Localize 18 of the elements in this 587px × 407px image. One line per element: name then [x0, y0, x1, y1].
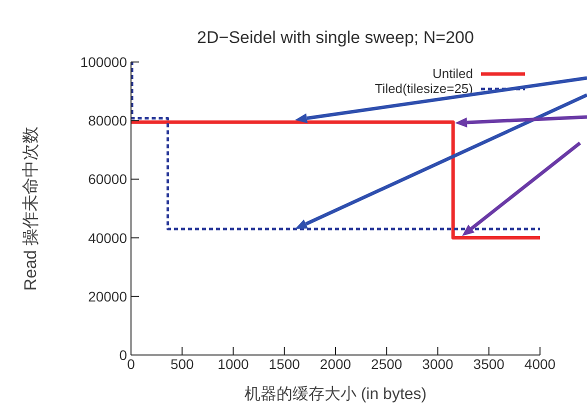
x-tick-label: 500 — [170, 356, 194, 372]
y-tick-label: 80000 — [88, 112, 128, 129]
x-tick-label: 2000 — [320, 356, 352, 372]
x-tick-label: 3500 — [473, 356, 505, 372]
x-tick-label: 4000 — [524, 356, 556, 372]
legend-label: Untiled — [432, 66, 473, 81]
y-tick-label: 40000 — [88, 230, 128, 246]
y-tick-label: 100000 — [80, 54, 128, 70]
x-tick-label: 1500 — [268, 356, 300, 372]
y-axis-title: Read 操作未命中次数 — [21, 126, 40, 291]
legend-label: Tiled(tilesize=25) — [374, 81, 473, 96]
chart-title: 2D−Seidel with single sweep; N=200 — [196, 28, 475, 48]
y-tick-label: 20000 — [88, 288, 128, 304]
x-tick-label: 3000 — [422, 356, 454, 372]
x-tick-label: 1000 — [218, 356, 250, 372]
y-tick-label: 60000 — [88, 171, 128, 188]
x-axis-title: 机器的缓存大小 (in bytes) — [244, 385, 427, 403]
x-tick-label: 2500 — [371, 356, 402, 372]
